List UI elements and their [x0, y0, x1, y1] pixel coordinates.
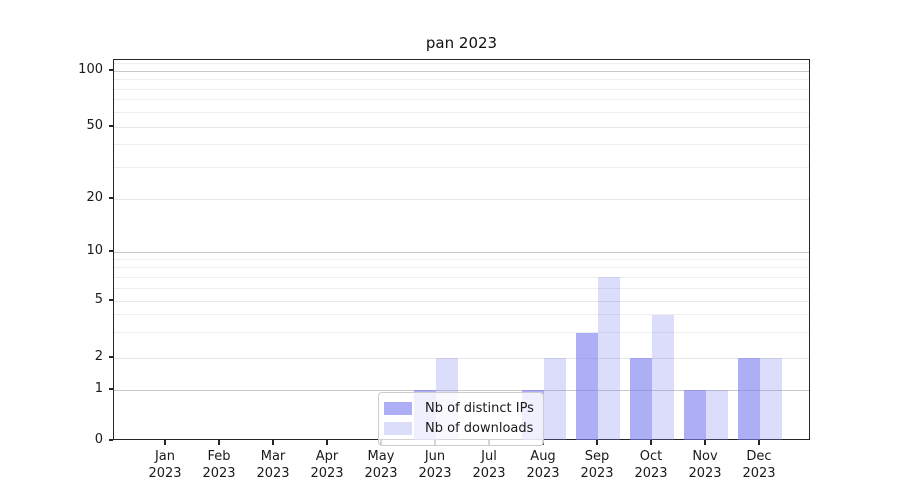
x-tick-month: Sep — [584, 449, 610, 464]
legend-item-downloads: Nb of downloads — [384, 419, 534, 438]
bar-ips-sep — [576, 332, 598, 440]
x-tick-label-jun: Jun 2023 — [405, 448, 465, 482]
legend-label: Nb of downloads — [425, 421, 534, 436]
x-tick-label-sep: Sep 2023 — [567, 448, 627, 482]
y-tick-mark-50 — [109, 125, 113, 127]
minor-gridline-30 — [114, 166, 809, 168]
bar-downloads-oct — [652, 314, 674, 440]
y-tick-label-2: 2 — [94, 349, 103, 364]
y-tick-mark-5 — [109, 299, 113, 301]
y-tick-mark-10 — [109, 250, 113, 252]
x-tick-year: 2023 — [310, 466, 344, 481]
minor-gridline-40 — [114, 144, 809, 146]
x-tick-month: Jan — [154, 449, 176, 464]
gridline-5 — [114, 300, 809, 302]
x-tick-year: 2023 — [256, 466, 290, 481]
minor-gridline-90 — [114, 79, 809, 80]
legend: Nb of distinct IPs Nb of downloads — [378, 392, 544, 446]
x-tick-year: 2023 — [148, 466, 182, 481]
minor-gridline-9 — [114, 258, 809, 260]
x-tick-label-mar: Mar 2023 — [243, 448, 303, 482]
gridline-100 — [114, 70, 809, 72]
x-tick-mark-jan — [164, 440, 166, 445]
legend-swatch-icon — [384, 422, 412, 435]
x-tick-year: 2023 — [742, 466, 776, 481]
x-tick-label-may: May 2023 — [351, 448, 411, 482]
y-tick-label-1: 1 — [94, 381, 103, 396]
x-tick-month: May — [367, 449, 395, 464]
x-tick-label-dec: Dec 2023 — [729, 448, 789, 482]
legend-swatch-icon — [384, 402, 412, 415]
minor-gridline-110 — [114, 62, 809, 64]
x-tick-mark-sep — [596, 440, 598, 445]
minor-gridline-60 — [114, 111, 809, 113]
x-tick-mark-oct — [650, 440, 652, 445]
y-tick-mark-0 — [109, 439, 113, 441]
x-tick-year: 2023 — [418, 466, 452, 481]
x-tick-year: 2023 — [634, 466, 668, 481]
y-tick-mark-20 — [109, 197, 113, 199]
x-tick-month: Jun — [424, 449, 446, 464]
x-tick-month: Dec — [746, 449, 772, 464]
x-tick-month: Apr — [315, 449, 339, 464]
bar-ips-dec — [738, 358, 760, 440]
x-tick-month: Mar — [260, 449, 286, 464]
minor-gridline-6 — [114, 287, 809, 289]
x-tick-label-jan: Jan 2023 — [135, 448, 195, 482]
x-tick-label-apr: Apr 2023 — [297, 448, 357, 482]
x-tick-label-feb: Feb 2023 — [189, 448, 249, 482]
x-tick-label-aug: Aug 2023 — [513, 448, 573, 482]
minor-gridline-70 — [114, 99, 809, 101]
x-tick-year: 2023 — [364, 466, 398, 481]
gridline-10 — [114, 251, 809, 253]
x-tick-mark-dec — [758, 440, 760, 445]
gridline-2 — [114, 357, 809, 359]
x-tick-month: Oct — [639, 449, 663, 464]
legend-item-distinct-ips: Nb of distinct IPs — [384, 399, 534, 418]
y-tick-label-5: 5 — [94, 292, 103, 307]
bar-downloads-dec — [760, 358, 782, 440]
y-tick-label-100: 100 — [78, 62, 103, 77]
x-tick-year: 2023 — [472, 466, 506, 481]
y-tick-mark-2 — [109, 356, 113, 358]
x-tick-label-jul: Jul 2023 — [459, 448, 519, 482]
bar-ips-nov — [684, 390, 706, 440]
y-tick-label-10: 10 — [86, 243, 103, 258]
gridline-1 — [114, 389, 809, 391]
minor-gridline-7 — [114, 276, 809, 278]
x-tick-year: 2023 — [580, 466, 614, 481]
x-tick-mark-mar — [272, 440, 274, 445]
bar-downloads-nov — [706, 390, 728, 440]
y-tick-label-50: 50 — [86, 118, 103, 133]
y-tick-label-0: 0 — [94, 432, 103, 447]
minor-gridline-4 — [114, 314, 809, 316]
bar-ips-oct — [630, 358, 652, 440]
gridline-50 — [114, 126, 809, 128]
y-tick-mark-1 — [109, 388, 113, 390]
plot-area — [113, 59, 810, 440]
x-tick-label-nov: Nov 2023 — [675, 448, 735, 482]
chart-title: pan 2023 — [425, 34, 498, 52]
x-tick-mark-nov — [704, 440, 706, 445]
x-tick-year: 2023 — [526, 466, 560, 481]
x-tick-month: Aug — [530, 449, 556, 464]
x-tick-month: Feb — [207, 449, 231, 464]
minor-gridline-80 — [114, 88, 809, 90]
x-tick-month: Jul — [481, 449, 497, 464]
gridline-20 — [114, 198, 809, 200]
bar-downloads-aug — [544, 358, 566, 440]
minor-gridline-8 — [114, 267, 809, 269]
x-tick-mark-feb — [218, 440, 220, 445]
x-tick-label-oct: Oct 2023 — [621, 448, 681, 482]
y-tick-label-20: 20 — [86, 190, 103, 205]
x-tick-year: 2023 — [202, 466, 236, 481]
minor-gridline-3 — [114, 332, 809, 334]
x-tick-mark-apr — [326, 440, 328, 445]
y-tick-mark-100 — [109, 69, 113, 71]
x-tick-month: Nov — [692, 449, 718, 464]
legend-label: Nb of distinct IPs — [425, 401, 534, 416]
x-tick-year: 2023 — [688, 466, 722, 481]
bar-downloads-sep — [598, 277, 620, 440]
